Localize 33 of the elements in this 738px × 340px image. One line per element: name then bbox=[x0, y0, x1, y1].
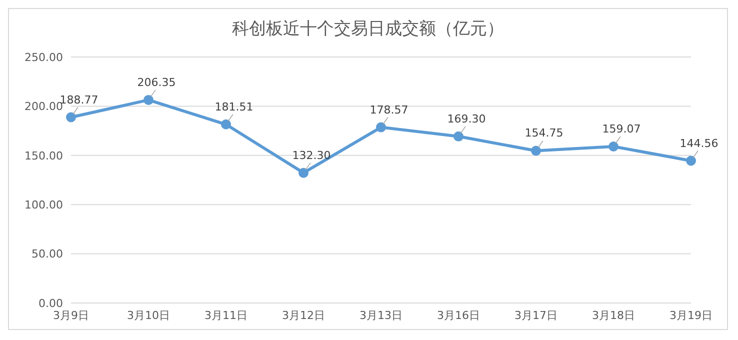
point bbox=[454, 131, 464, 142]
data-label: 206.35 bbox=[137, 76, 176, 89]
point bbox=[66, 112, 76, 122]
point bbox=[144, 94, 154, 105]
chart-title: 科创板近十个交易日成交额（亿元） bbox=[231, 18, 505, 41]
y-tick-label: 50.00 bbox=[32, 248, 63, 261]
y-tick-label: 200.00 bbox=[24, 100, 63, 114]
x-tick-label: 3月11日 bbox=[204, 308, 248, 322]
x-tick-label: 3月12日 bbox=[282, 308, 325, 322]
x-tick-label: 3月16日 bbox=[437, 308, 480, 322]
data-label: 178.57 bbox=[370, 103, 408, 116]
y-tick-label: 150.00 bbox=[24, 149, 63, 162]
point bbox=[221, 119, 231, 130]
point bbox=[298, 168, 308, 178]
x-tick-label: 3月17日 bbox=[514, 308, 558, 322]
y-tick-label: 0.00 bbox=[38, 296, 63, 310]
data-label: 169.30 bbox=[447, 112, 486, 126]
x-tick-label: 3月9日 bbox=[53, 308, 89, 322]
point bbox=[376, 122, 386, 132]
data-label: 154.75 bbox=[524, 126, 564, 140]
y-tick-label: 100.00 bbox=[24, 198, 63, 212]
point bbox=[531, 146, 541, 156]
data-label: 132.30 bbox=[292, 148, 331, 162]
x-tick-label: 3月13日 bbox=[360, 308, 402, 322]
x-tick-label: 3月19日 bbox=[670, 308, 712, 322]
point bbox=[686, 156, 696, 166]
x-tick-label: 3月10日 bbox=[127, 308, 170, 322]
x-tick-label: 3月18日 bbox=[592, 308, 635, 322]
data-label: 144.56 bbox=[680, 136, 718, 150]
y-tick-label: 250.00 bbox=[24, 50, 63, 64]
point bbox=[608, 141, 618, 152]
data-label: 181.51 bbox=[214, 100, 254, 114]
data-label: 159.07 bbox=[602, 122, 641, 136]
